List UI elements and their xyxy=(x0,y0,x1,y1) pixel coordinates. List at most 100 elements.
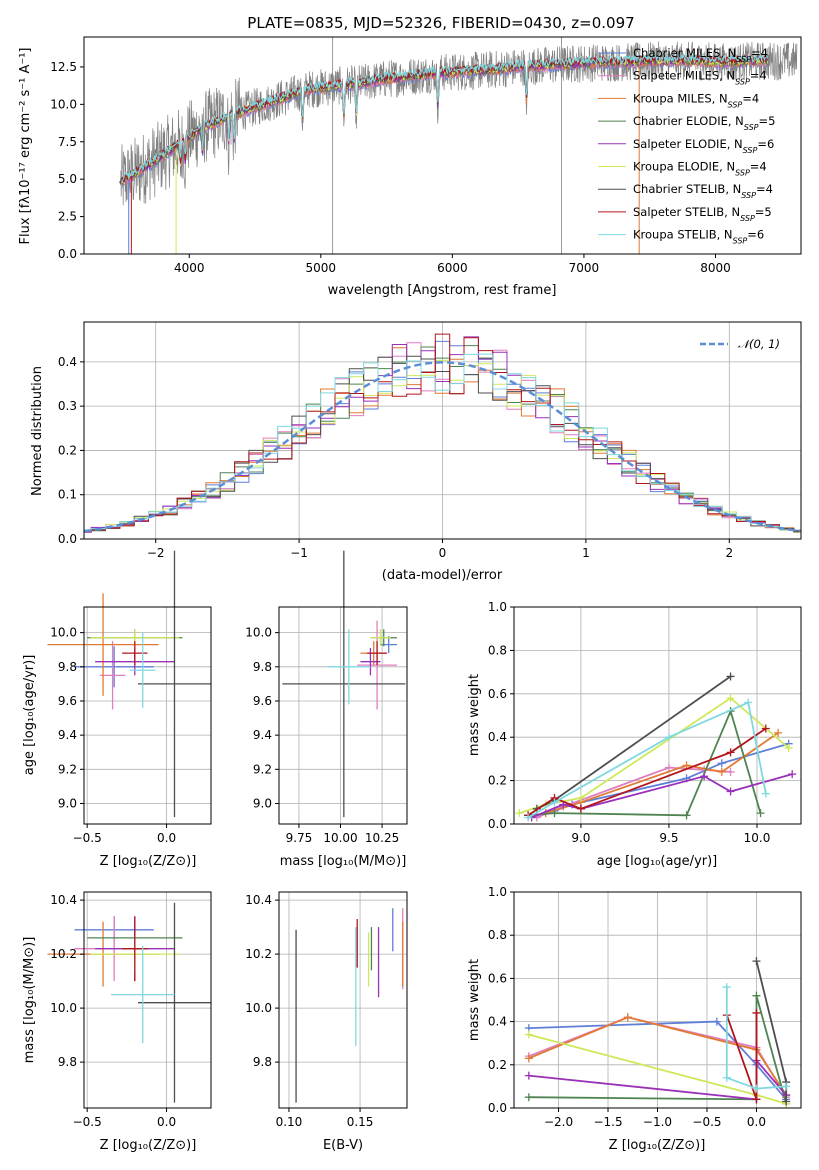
legend-label: Chabrier ELODIE, NSSP=5 xyxy=(633,114,775,132)
mass-weight-vs-Z-marker xyxy=(782,1097,791,1106)
mass-weight-vs-age-marker xyxy=(761,724,770,733)
age-vs-mass-xtick-label: 9.75 xyxy=(286,831,313,845)
mass-weight-vs-age-marker xyxy=(576,793,585,802)
mass-weight-vs-age-ytick-label: 0.4 xyxy=(488,730,507,744)
mass-weight-vs-age-marker xyxy=(664,733,673,742)
mass-weight-vs-Z-ytick-label: 1.0 xyxy=(488,885,507,899)
age-vs-Z-panel: −0.5 0.0 9.0 9.2 9.4 9.6 9.8 10.0 Z [log₁₀(Z/Z⊙… xyxy=(22,550,212,869)
histogram-step-line xyxy=(84,359,801,533)
mass-vs-ebv-panel: 0.10 0.15 9.8 10.0 10.2 10.4 E(B-V) xyxy=(245,891,408,1153)
age-vs-mass-xtick-label: 10.25 xyxy=(365,831,399,845)
histogram-ylabel: Normed distribution xyxy=(30,366,45,496)
mass-weight-vs-age-marker xyxy=(576,804,585,813)
mass-weight-vs-age-xtick-label: 9.5 xyxy=(659,831,678,845)
histogram-step-line xyxy=(84,353,801,531)
mass-weight-vs-age-ytick-label: 0.8 xyxy=(488,643,507,657)
mass-vs-ebv-xlabel: E(B-V) xyxy=(323,1138,363,1153)
mass-weight-vs-Z-xtick-label: −1.5 xyxy=(593,1115,622,1129)
mass-weight-vs-Z-marker xyxy=(623,1013,632,1022)
legend-label: Chabrier MILES, NSSP=4 xyxy=(633,46,768,64)
age-vs-mass-xlabel: mass [log₁₀(M/M⊙)] xyxy=(280,854,407,869)
mass-weight-vs-age-marker xyxy=(726,672,735,681)
spectrum-data-line xyxy=(120,41,798,207)
mass-weight-vs-Z-ytick-label: 0.6 xyxy=(488,971,507,985)
mass-vs-ebv-ytick-label: 10.2 xyxy=(245,947,272,961)
mass-weight-vs-age-marker xyxy=(524,813,533,822)
histogram-step-line xyxy=(84,345,801,532)
mass-weight-vs-Z-xlabel: Z [log₁₀(Z/Z⊙)] xyxy=(609,1138,706,1153)
mass-weight-vs-Z-marker xyxy=(524,1071,533,1080)
mass-weight-vs-Z-marker xyxy=(752,1008,761,1017)
mass-weight-vs-Z-xtick-label: 0.0 xyxy=(747,1115,766,1129)
mass-vs-ebv-ytick-label: 10.4 xyxy=(245,893,272,907)
legend-label: Kroupa ELODIE, NSSP=4 xyxy=(633,160,767,178)
mass-weight-vs-Z-ytick-label: 0.2 xyxy=(488,1058,507,1072)
mass-weight-vs-Z-marker xyxy=(722,1073,731,1082)
normal-reference-legend-label: 𝒩(0, 1) xyxy=(738,337,780,351)
mass-weight-vs-Z-xtick-label: −2.0 xyxy=(544,1115,573,1129)
histogram-ytick-label: 0.2 xyxy=(58,443,77,457)
spectrum-legend: Chabrier MILES, NSSP=4 Salpeter MILES, NS… xyxy=(598,46,775,245)
age-vs-mass-ytick-label: 9.8 xyxy=(253,660,272,674)
mass-weight-vs-age-series-line xyxy=(531,773,793,819)
mass-weight-vs-age-ytick-label: 1.0 xyxy=(488,600,507,614)
mass-weight-vs-Z-marker xyxy=(524,1030,533,1039)
histogram-ytick-label: 0.1 xyxy=(58,488,77,502)
mass-vs-Z-ytick-label: 10.2 xyxy=(50,947,77,961)
mass-weight-vs-age-marker xyxy=(682,811,691,820)
mass-weight-vs-age-panel: 9.0 9.5 10.0 0.0 0.2 0.4 0.6 0.8 1.0 age [log₁₀(… xyxy=(467,600,802,869)
legend-label: Kroupa STELIB, NSSP=6 xyxy=(633,228,764,246)
mass-weight-vs-Z-panel: −2.0 −1.5 −1.0 −0.5 0.0 0.0 0.2 0.4 0.6 0.8 1.0 Z … xyxy=(467,885,802,1153)
mass-vs-Z-panel: −0.5 0.0 9.8 10.0 10.2 10.4 Z [log₁₀(Z/Z⊙)] m… xyxy=(22,891,212,1153)
histogram-xtick-label: −2 xyxy=(147,546,165,560)
spectrum-ytick-label: 5.0 xyxy=(58,172,77,186)
age-vs-mass-ytick-label: 9.6 xyxy=(253,694,272,708)
mass-weight-vs-age-marker xyxy=(761,789,770,798)
age-vs-Z-xtick-label: 0.0 xyxy=(157,831,176,845)
mass-weight-vs-age-marker xyxy=(726,787,735,796)
mass-weight-vs-age-marker xyxy=(788,770,797,779)
histogram-ytick-label: 0.0 xyxy=(58,532,77,546)
mass-weight-vs-Z-marker xyxy=(752,991,761,1000)
age-vs-Z-ytick-label: 10.0 xyxy=(50,626,77,640)
histogram-step-line xyxy=(84,333,801,532)
mass-weight-vs-age-xtick-label: 10.0 xyxy=(744,831,771,845)
mass-weight-vs-age-ytick-label: 0.6 xyxy=(488,687,507,701)
histogram-xtick-label: 1 xyxy=(582,546,590,560)
mass-vs-Z-ytick-label: 9.8 xyxy=(58,1055,77,1069)
mass-weight-vs-Z-marker xyxy=(524,1093,533,1102)
mass-weight-vs-age-marker xyxy=(744,698,753,707)
legend-label: Chabrier STELIB, NSSP=4 xyxy=(633,182,773,200)
age-vs-Z-ytick-label: 9.4 xyxy=(58,728,77,742)
spectrum-xlabel: wavelength [Angstrom, rest frame] xyxy=(328,283,557,298)
histogram-xtick-label: −1 xyxy=(290,546,308,560)
histogram-legend: 𝒩(0, 1) xyxy=(700,337,780,351)
mass-vs-ebv-xtick-label: 0.15 xyxy=(347,1115,374,1129)
mass-weight-vs-age-marker xyxy=(784,744,793,753)
mass-weight-vs-Z-marker xyxy=(712,1017,721,1026)
age-vs-mass-panel: 9.75 10.00 10.25 9.0 9.2 9.4 9.6 9.8 10.0 mass [… xyxy=(245,550,408,869)
mass-weight-vs-age-ytick-label: 0.0 xyxy=(488,817,507,831)
age-vs-Z-ytick-label: 9.6 xyxy=(58,694,77,708)
mass-weight-vs-age-marker xyxy=(550,809,559,818)
age-vs-Z-ytick-label: 9.0 xyxy=(58,796,77,810)
mass-weight-vs-age-marker xyxy=(700,772,709,781)
mass-weight-vs-age-marker xyxy=(664,763,673,772)
spectrum-ytick-label: 0.0 xyxy=(58,247,77,261)
figure-title: PLATE=0835, MJD=52326, FIBERID=0430, z=0… xyxy=(247,14,634,32)
spectrum-ylabel: Flux [fλ10⁻¹⁷ erg cm⁻² s⁻¹ A⁻¹] xyxy=(18,48,33,245)
mass-vs-Z-xtick-label: −0.5 xyxy=(73,1115,102,1129)
mass-vs-ebv-xtick-label: 0.10 xyxy=(276,1115,303,1129)
age-vs-Z-xlabel: Z [log₁₀(Z/Z⊙)] xyxy=(100,854,197,869)
mass-weight-vs-age-ytick-label: 0.2 xyxy=(488,774,507,788)
mass-weight-vs-Z-ytick-label: 0.4 xyxy=(488,1015,507,1029)
spectrum-xtick-label: 8000 xyxy=(700,261,731,275)
mass-vs-Z-ytick-label: 10.4 xyxy=(50,893,77,907)
age-vs-mass-ytick-label: 9.0 xyxy=(253,796,272,810)
mass-weight-vs-age-xlabel: age [log₁₀(age/yr)] xyxy=(597,854,718,869)
mass-weight-vs-Z-marker xyxy=(722,983,731,992)
age-vs-mass-ytick-label: 9.4 xyxy=(253,728,272,742)
mass-weight-vs-age-marker xyxy=(717,767,726,776)
legend-label: Kroupa MILES, NSSP=4 xyxy=(633,91,759,109)
